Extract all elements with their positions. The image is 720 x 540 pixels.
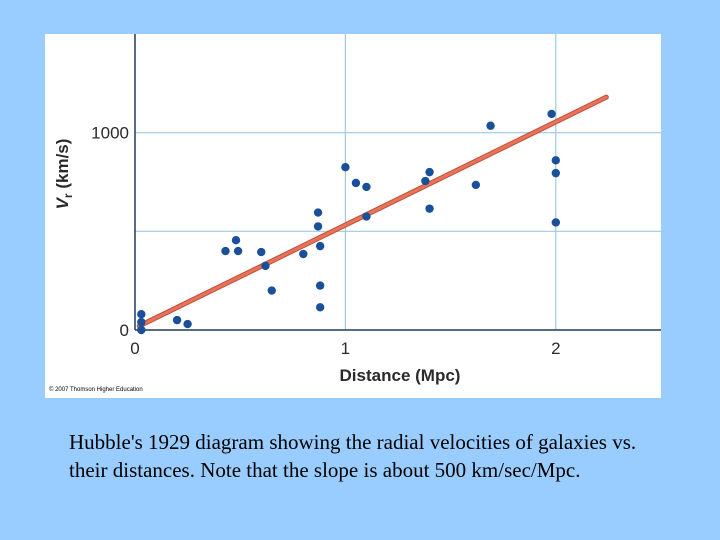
figure-caption: Hubble's 1929 diagram showing the radial… <box>69 430 637 482</box>
y-tick-label: 0 <box>120 321 129 340</box>
y-axis-label-symbol: V <box>53 196 72 209</box>
data-point <box>233 246 243 256</box>
data-point <box>315 303 325 312</box>
data-point <box>137 317 146 327</box>
x-tick-label: 1 <box>341 339 350 358</box>
data-point <box>261 261 270 271</box>
x-tick-label: 0 <box>130 339 139 358</box>
data-point <box>551 168 560 178</box>
tick-labels: 0 1 2 0 1000 <box>91 124 560 358</box>
data-point <box>421 176 430 186</box>
data-point <box>547 109 556 119</box>
data-point <box>486 121 495 130</box>
y-axis-label-unit: (km/s) <box>53 139 72 194</box>
data-point <box>315 241 325 251</box>
data-point <box>315 281 325 290</box>
scatter-chart: 0 1 2 0 1000 Distance (Mpc) Vr (km/s) <box>53 34 661 385</box>
data-point <box>221 246 230 256</box>
data-point <box>137 310 146 319</box>
data-point <box>257 247 266 257</box>
data-point <box>313 208 323 217</box>
data-point <box>362 212 371 221</box>
data-point <box>172 315 182 325</box>
y-axis-label: Vr (km/s) <box>53 139 75 210</box>
data-point <box>313 222 323 231</box>
data-point <box>425 204 434 213</box>
data-point <box>231 236 241 245</box>
fit-line <box>137 95 608 328</box>
grid <box>135 34 661 330</box>
copyright-notice: © 2007 Thomson Higher Education <box>49 387 143 393</box>
axes <box>134 34 661 331</box>
data-point <box>137 325 146 335</box>
y-axis-label-subscript: r <box>61 193 75 198</box>
data-point <box>551 156 560 165</box>
fit-line-layer <box>136 94 609 329</box>
y-tick-label: 1000 <box>91 124 129 143</box>
data-point <box>351 178 361 188</box>
data-point <box>362 182 371 192</box>
data-point <box>299 249 308 259</box>
data-point <box>471 180 481 190</box>
data-point <box>551 218 560 227</box>
data-point <box>341 163 350 172</box>
x-tick-label: 2 <box>551 339 560 358</box>
data-point <box>425 167 434 177</box>
x-axis-label: Distance (Mpc) <box>340 366 461 385</box>
figure-panel: 0 1 2 0 1000 Distance (Mpc) Vr (km/s) © 2007… <box>45 34 661 398</box>
data-point <box>183 319 192 329</box>
data-points <box>137 109 560 335</box>
data-point <box>267 286 276 295</box>
